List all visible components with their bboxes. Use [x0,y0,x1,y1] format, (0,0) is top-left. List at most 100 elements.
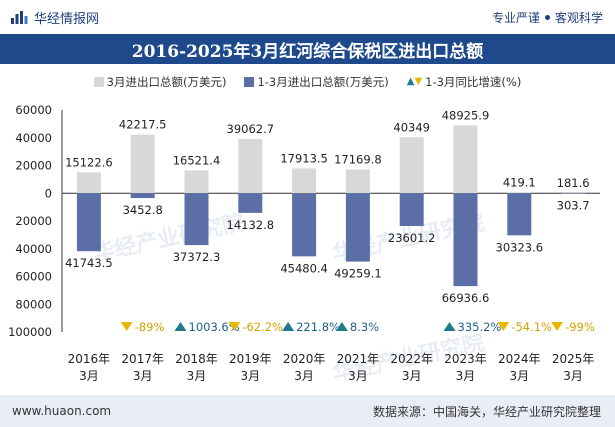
growth-down-triangle-icon [120,322,133,331]
x-category-label: 3月 [456,369,476,383]
x-category-label: 3月 [133,369,153,383]
march-value-label: 181.6 [557,176,590,190]
growth-down-triangle-icon [497,322,510,331]
y-tick-label: 80000 [15,297,52,311]
cumulative-value-label: 41743.5 [65,256,113,270]
x-category-label: 2019年 [229,352,272,366]
growth-up-triangle-icon [174,322,187,331]
march-value-label: 419.1 [503,176,536,190]
x-category-label: 3月 [402,369,422,383]
legend-item-growth: ▲▼ 1-3月同比增速(%) [407,74,522,90]
footer-bar: www.huaon.com 数据来源：中国海关，华经产业研究院整理 [0,395,615,427]
watermark-text: 华经产业研究院 [91,209,247,266]
y-tick-label: 20000 [15,214,52,228]
march-value-label: 15122.6 [65,155,113,169]
y-tick-label: 60000 [15,103,52,117]
growth-down-triangle-icon [551,322,564,331]
x-category-label: 2022年 [390,352,433,366]
y-tick-label: 40000 [15,131,52,145]
footer-website[interactable]: www.huaon.com [12,404,112,418]
legend-item-march: 3月进出口总额(万美元) [93,74,227,90]
up-down-triangle-icon: ▲▼ [406,76,423,87]
top-bar: 华经情报网 专业严谨 客观科学 [0,0,615,34]
growth-value-label: -54.1% [511,320,552,334]
march-bar [453,125,478,194]
x-category-label: 2017年 [121,352,164,366]
march-bar [238,139,263,194]
y-tick-label: 100000 [8,325,52,339]
brand-name: 华经情报网 [34,11,100,27]
growth-value-label: 8.3% [350,320,379,334]
march-bar [507,192,532,194]
x-category-label: 3月 [348,369,368,383]
gray-square-icon [93,77,104,87]
cumulative-value-label: 303.7 [557,199,590,213]
cumulative-bar [292,193,317,257]
x-category-label: 3月 [187,369,207,383]
growth-value-label: 335.2% [458,320,502,334]
march-bar [561,192,586,194]
march-value-label: 17169.8 [334,152,382,166]
slogan-right: 客观科学 [554,10,603,25]
growth-value-label: -62.2% [242,320,283,334]
march-bar [76,172,101,194]
chart-title-bar: 2016-2025年3月红河综合保税区进出口总额 [0,34,615,64]
legend-label-cumulative: 1-3月进出口总额(万美元) [257,75,389,89]
legend-item-cumulative: 1-3月进出口总额(万美元) [244,74,389,90]
growth-down-triangle-icon [228,322,241,331]
march-bar [184,170,209,194]
cumulative-value-label: 49259.1 [334,267,382,281]
x-category-label: 2018年 [175,352,218,366]
chart-title: 2016-2025年3月红河综合保税区进出口总额 [131,41,484,62]
legend-label-growth: 1-3月同比增速(%) [425,75,522,89]
bar-chart: 华经产业研究院 华经产业研究院华经产业研究院6000040000200000200… [8,103,600,387]
cumulative-value-label: 14132.8 [227,218,275,232]
growth-up-triangle-icon [282,322,295,331]
cumulative-bar [399,193,424,226]
y-tick-label: 0 [45,186,52,200]
cumulative-value-label: 3452.8 [123,203,163,217]
x-category-label: 2021年 [337,352,380,366]
cumulative-value-label: 30323.6 [496,240,544,254]
chart-legend: 3月进出口总额(万美元) 1-3月进出口总额(万美元) ▲▼ 1-3月同比增速(… [0,72,615,92]
march-value-label: 39062.7 [227,122,275,136]
growth-value-label: 1003.6% [189,320,240,334]
cumulative-bar [184,193,209,246]
legend-label-march: 3月进出口总额(万美元) [106,75,227,89]
cumulative-bar [130,193,155,199]
cumulative-bar [453,193,478,287]
growth-value-label: -89% [135,320,165,334]
cumulative-bar [238,193,263,213]
cumulative-bar [76,193,101,252]
march-bar [399,137,424,194]
cumulative-value-label: 23601.2 [388,231,436,245]
growth-value-label: 221.8% [296,320,340,334]
x-category-label: 3月 [563,369,583,383]
x-category-label: 3月 [79,369,99,383]
cumulative-bar [561,193,586,194]
footer-source: 数据来源：中国海关，华经产业研究院整理 [372,404,601,419]
y-tick-label: 20000 [15,159,52,173]
x-category-label: 3月 [294,369,314,383]
x-category-label: 3月 [240,369,260,383]
growth-value-label: -99% [565,320,595,334]
brand[interactable]: 华经情报网 [10,8,99,27]
march-value-label: 42217.5 [119,118,167,132]
x-category-label: 2016年 [68,352,111,366]
x-category-label: 2020年 [283,352,326,366]
cumulative-value-label: 45480.4 [280,261,328,275]
march-bar [292,168,317,194]
x-category-label: 2025年 [552,352,595,366]
growth-up-triangle-icon [443,322,456,331]
y-tick-label: 60000 [15,270,52,284]
march-bar [345,169,370,194]
march-value-label: 48925.9 [442,108,490,122]
x-category-label: 2023年 [444,352,487,366]
cumulative-value-label: 37372.3 [173,250,221,264]
x-category-label: 2024年 [498,352,541,366]
march-value-label: 16521.4 [173,153,221,167]
blue-square-icon [244,77,255,87]
cumulative-value-label: 66936.6 [442,291,490,305]
march-bar [130,134,155,194]
growth-up-triangle-icon [335,322,348,331]
